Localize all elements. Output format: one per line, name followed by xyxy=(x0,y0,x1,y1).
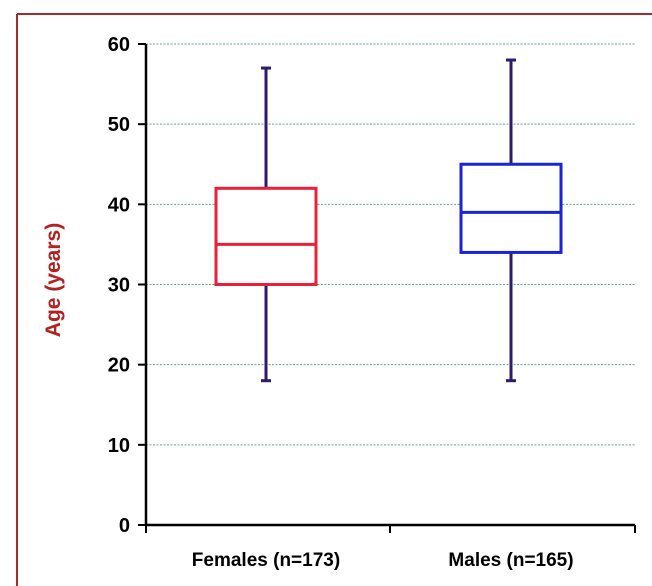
box-females xyxy=(214,66,318,383)
x-tick-label: Males (n=165) xyxy=(448,550,573,571)
boxes xyxy=(214,58,563,383)
y-tick-label: 10 xyxy=(108,435,130,457)
y-tick-label: 60 xyxy=(108,34,130,56)
iqr-box xyxy=(459,162,563,254)
y-tick-label: 0 xyxy=(119,515,130,537)
box-males xyxy=(459,58,563,383)
x-axis-ticks: Females (n=173) Males (n=165) xyxy=(145,525,636,571)
y-axis-label: Age (years) xyxy=(42,223,65,337)
y-tick-label: 50 xyxy=(108,114,130,136)
y-tick-label: 30 xyxy=(108,275,130,297)
iqr-box xyxy=(214,186,318,286)
y-tick-label: 20 xyxy=(108,355,130,377)
y-axis-ticks: 0 10 20 30 40 50 60 xyxy=(108,34,146,537)
x-tick-label: Females (n=173) xyxy=(192,550,340,571)
y-tick-label: 40 xyxy=(108,194,130,216)
